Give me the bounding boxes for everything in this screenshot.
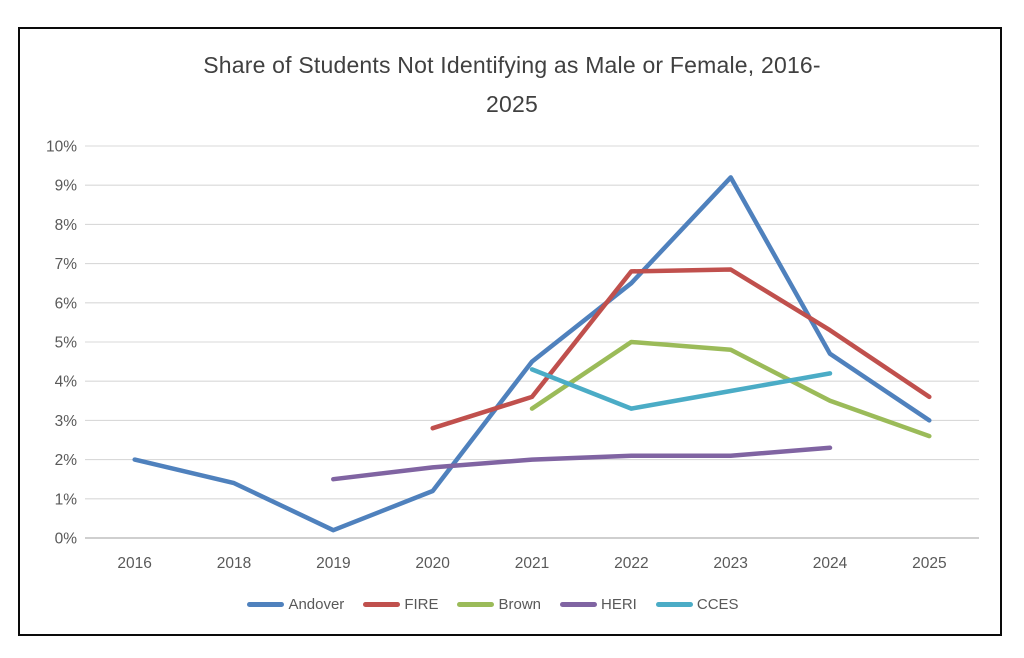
legend-item-brown: Brown — [457, 596, 541, 613]
chart-title-line-1: Share of Students Not Identifying as Mal… — [203, 52, 821, 78]
legend-line-swatch-brown — [457, 602, 495, 607]
y-axis-tick-label: 5% — [55, 335, 78, 352]
y-axis-tick-label: 9% — [55, 178, 78, 195]
legend-item-heri: HERI — [560, 596, 637, 613]
x-axis-tick-label: 2022 — [614, 555, 648, 572]
y-axis-tick-label: 10% — [46, 139, 77, 156]
series-line-cces — [529, 367, 833, 411]
x-axis-tick-label: 2018 — [217, 555, 251, 572]
legend-label-cces: CCES — [696, 596, 739, 613]
legend-line-swatch-heri — [560, 602, 598, 607]
legend-line-swatch-fire — [363, 602, 401, 607]
y-axis-tick-label: 2% — [55, 452, 78, 469]
x-axis-tick-label: 2020 — [415, 555, 450, 572]
y-axis-tick-label: 3% — [55, 413, 78, 430]
x-axis-tick-label: 2023 — [713, 555, 747, 572]
y-axis-tick-label: 8% — [55, 217, 78, 234]
y-axis-tick-label: 4% — [55, 374, 78, 391]
legend-item-fire: FIRE — [363, 596, 438, 613]
series-line-fire — [430, 267, 932, 431]
legend-label-heri: HERI — [601, 596, 637, 613]
y-axis-tick-label: 0% — [55, 531, 78, 548]
chart-legend: Andover FIRE Brown HERI CCES — [18, 596, 968, 613]
legend-line-swatch-andover — [247, 602, 285, 607]
x-axis-tick-label: 2019 — [316, 555, 350, 572]
y-axis-tick-label: 6% — [55, 295, 78, 312]
chart-title: Share of Students Not Identifying as Mal… — [112, 46, 912, 124]
chart-frame — [18, 27, 1002, 636]
series-line-brown — [529, 339, 932, 439]
y-axis-tick-label: 1% — [55, 491, 78, 508]
x-axis-tick-label: 2024 — [813, 555, 848, 572]
legend-item-cces: CCES — [655, 596, 739, 613]
legend-label-fire: FIRE — [404, 596, 439, 613]
y-axis-tick-label: 7% — [55, 256, 78, 273]
legend-label-andover: Andover — [288, 596, 345, 613]
legend-label-brown: Brown — [498, 596, 542, 613]
x-axis-tick-label: 2025 — [912, 555, 946, 572]
x-axis-tick-label: 2021 — [515, 555, 549, 572]
legend-line-swatch-cces — [655, 602, 693, 607]
chart-title-line-2: 2025 — [486, 91, 538, 117]
series-line-andover — [132, 175, 932, 533]
legend-item-andover: Andover — [247, 596, 344, 613]
series-line-heri — [331, 445, 833, 482]
x-axis-tick-label: 2016 — [117, 555, 151, 572]
